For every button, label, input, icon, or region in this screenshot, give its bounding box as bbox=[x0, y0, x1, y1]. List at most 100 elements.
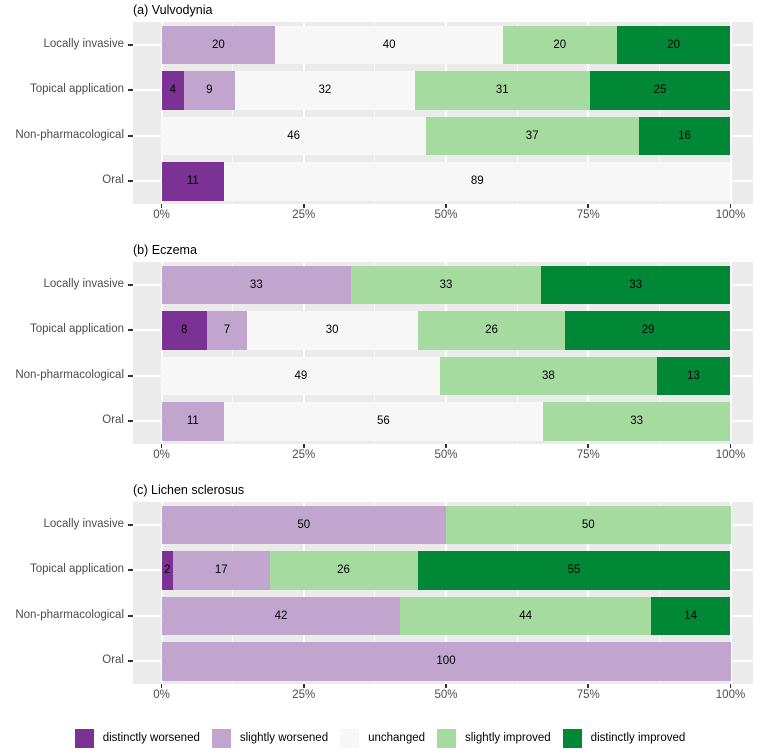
x-axis-tick bbox=[302, 204, 305, 208]
bar-segment: 25 bbox=[589, 71, 731, 110]
gridline-minor bbox=[374, 502, 376, 684]
y-axis-label: Non-pharmacological bbox=[15, 128, 124, 141]
x-axis-tick-label: 0% bbox=[153, 449, 170, 461]
bar-segment: 7 bbox=[207, 311, 247, 350]
bar-segment-label: 30 bbox=[325, 324, 339, 337]
panel-title: (c) Lichen sclerosus bbox=[133, 483, 245, 497]
y-axis-tick bbox=[128, 569, 133, 572]
gridline-major bbox=[302, 262, 305, 444]
bar-segment: 37 bbox=[425, 116, 639, 155]
y-axis-label: Locally invasive bbox=[43, 37, 124, 50]
legend-swatch bbox=[437, 728, 457, 748]
bar-row: 46 37 16 bbox=[161, 116, 731, 155]
bar-segment: 40 bbox=[275, 25, 503, 64]
bar-segment-label: 50 bbox=[581, 518, 595, 531]
bar-segment-label: 33 bbox=[630, 415, 643, 428]
gridline-minor bbox=[658, 502, 660, 684]
x-axis-tick bbox=[445, 684, 447, 688]
plot-panel: 33 33 33 8 7 30 26 29 49 38 13 11 56 33 bbox=[133, 262, 753, 444]
bar-segment-label: 37 bbox=[525, 129, 539, 142]
x-axis-tick bbox=[445, 204, 447, 208]
x-axis-tick bbox=[302, 684, 305, 688]
x-axis-tick bbox=[160, 444, 163, 448]
bar-segment: 4 bbox=[161, 71, 185, 110]
gridline-minor bbox=[658, 22, 660, 204]
bar-segment-label: 33 bbox=[629, 278, 643, 291]
x-axis-tick-label: 50% bbox=[434, 689, 458, 701]
x-axis-tick bbox=[302, 444, 305, 448]
bar-segment: 8 bbox=[161, 311, 208, 350]
gridline-minor bbox=[516, 262, 518, 444]
gridline-major bbox=[445, 262, 447, 444]
bar-segment-label: 40 bbox=[382, 38, 396, 51]
y-axis-tick bbox=[128, 523, 133, 526]
y-axis-tick bbox=[128, 660, 133, 663]
gridline-minor bbox=[374, 262, 376, 444]
bar-segment-label: 89 bbox=[470, 175, 484, 188]
x-axis-tick-label: 25% bbox=[292, 209, 316, 221]
gridline-major bbox=[160, 502, 163, 684]
bar-row: 11 56 33 bbox=[161, 402, 731, 441]
bar-row: 4 9 32 31 25 bbox=[161, 71, 731, 110]
y-axis-tick bbox=[128, 43, 133, 46]
bar-segment: 11 bbox=[161, 162, 225, 201]
bar-segment: 26 bbox=[417, 311, 566, 350]
y-axis-tick bbox=[128, 180, 133, 183]
y-axis-label: Topical application bbox=[30, 563, 124, 576]
bar-row: 50 50 bbox=[161, 505, 731, 544]
bar-segment-label: 14 bbox=[684, 609, 698, 622]
x-axis-tick bbox=[160, 204, 163, 208]
gridline-major bbox=[302, 502, 305, 684]
bar-segment: 44 bbox=[400, 596, 651, 635]
gridline-major bbox=[729, 22, 732, 204]
bar-segment: 14 bbox=[650, 596, 731, 635]
bar-segment-label: 17 bbox=[214, 564, 228, 577]
y-axis-label: Non-pharmacological bbox=[15, 368, 124, 381]
bar-segment-label: 4 bbox=[169, 84, 176, 97]
bar-segment-label: 29 bbox=[641, 324, 655, 337]
bar-segment-label: 2 bbox=[163, 564, 171, 577]
gridline-minor bbox=[374, 22, 376, 204]
y-axis-label: Topical application bbox=[30, 323, 124, 336]
gridline-minor bbox=[516, 502, 518, 684]
bar-segment: 33 bbox=[540, 265, 731, 304]
legend-swatch bbox=[74, 728, 94, 748]
y-axis-label: Non-pharmacological bbox=[15, 608, 124, 621]
gridline-major bbox=[587, 502, 590, 684]
bar-segment-label: 8 bbox=[181, 324, 188, 337]
bar-segment-label: 9 bbox=[206, 84, 213, 97]
plot-panel: 50 50 2 17 26 55 42 44 14 100 bbox=[133, 502, 753, 684]
bar-row: 2 17 26 55 bbox=[161, 551, 731, 590]
bar-segment-label: 11 bbox=[186, 175, 199, 188]
bar-segment-label: 11 bbox=[186, 415, 199, 428]
bar-segment: 42 bbox=[161, 596, 401, 635]
legend-label: slightly worsened bbox=[239, 732, 329, 744]
bar-row: 100 bbox=[161, 642, 731, 681]
bar-segment-label: 33 bbox=[249, 278, 263, 291]
legend-swatch bbox=[562, 728, 582, 748]
bar-segment: 11 bbox=[161, 402, 225, 441]
x-axis-tick bbox=[729, 204, 732, 208]
legend-item: distinctly improved bbox=[562, 728, 685, 748]
plot-panel: 20 40 20 20 4 9 32 31 25 46 37 16 11 89 bbox=[133, 22, 753, 204]
bar-segment: 17 bbox=[172, 551, 270, 590]
bar-segment: 100 bbox=[161, 642, 731, 681]
gridline-major bbox=[729, 262, 732, 444]
x-axis-tick-label: 75% bbox=[576, 689, 600, 701]
bar-segment: 38 bbox=[440, 356, 657, 395]
bar-segment: 33 bbox=[542, 402, 731, 441]
bar-segment: 33 bbox=[351, 265, 541, 304]
legend-swatch bbox=[340, 728, 360, 748]
gridline-minor bbox=[232, 262, 234, 444]
bar-row: 49 38 13 bbox=[161, 356, 731, 395]
chart-section: (c) Lichen sclerosus 50 50 2 17 26 55 42 44 14 100… bbox=[0, 480, 760, 720]
bar-row: 42 44 14 bbox=[161, 596, 731, 635]
panel-title: (b) Eczema bbox=[133, 243, 197, 257]
gridline-major bbox=[445, 502, 447, 684]
bar-segment-label: 42 bbox=[274, 609, 288, 622]
x-axis-tick bbox=[587, 444, 590, 448]
bar-segment: 13 bbox=[656, 356, 731, 395]
bar-segment: 9 bbox=[184, 71, 235, 110]
y-axis-tick bbox=[128, 614, 133, 617]
